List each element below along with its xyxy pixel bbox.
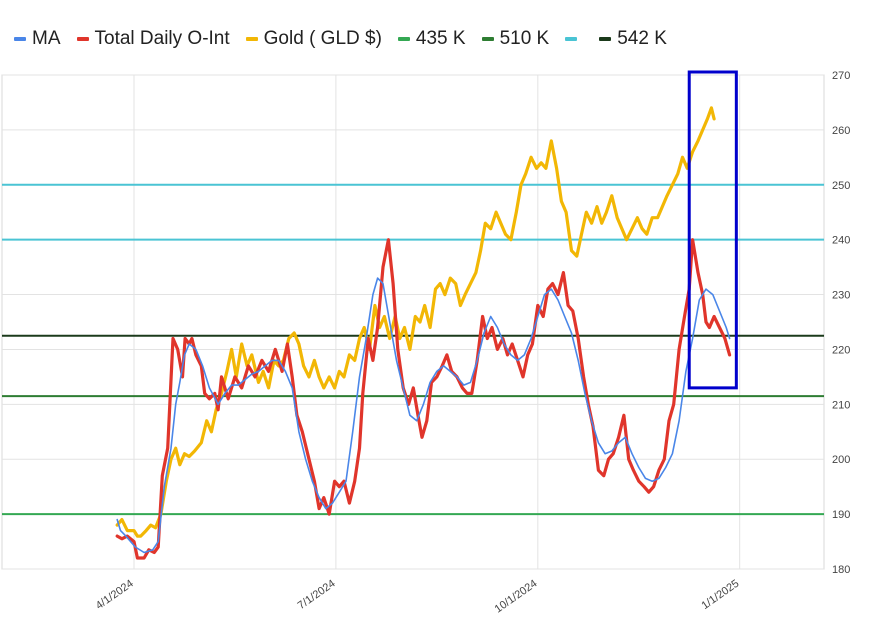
y-tick-label: 260 [832, 125, 850, 137]
y-tick-label: 180 [832, 564, 850, 576]
legend-item-435k[interactable]: 435 K [397, 28, 466, 50]
annotation-box [687, 70, 738, 390]
x-tick-label: 10/1/2024 [493, 578, 540, 616]
series-line-gold-gld [115, 106, 716, 538]
legend-swatch-icon [481, 37, 494, 41]
legend-label: 435 K [415, 28, 466, 49]
legend-label: 510 K [499, 28, 550, 49]
y-tick-label: 230 [832, 290, 850, 302]
legend-swatch-icon [599, 37, 612, 41]
y-tick-label: 270 [832, 70, 850, 82]
legend-item-cyan[interactable] [565, 37, 583, 41]
legend-item-ma[interactable]: MA [14, 28, 61, 50]
y-tick-label: 200 [832, 454, 850, 466]
legend-swatch-icon [245, 37, 258, 41]
legend-swatch-icon [397, 37, 410, 41]
legend-item-total-daily-o-int[interactable]: Total Daily O-Int [76, 28, 230, 50]
legend-item-gold[interactable]: Gold ( GLD $) [245, 28, 382, 50]
legend-item-510k[interactable]: 510 K [481, 28, 550, 50]
legend-swatch-icon [14, 37, 26, 41]
legend-label: MA [32, 28, 61, 49]
x-tick-label: 1/1/2025 [699, 578, 741, 612]
chart-legend: MA Total Daily O-Int Gold ( GLD $) 435 K… [14, 24, 683, 54]
legend-label: 542 K [617, 28, 667, 49]
legend-item-542k[interactable]: 542 K [599, 28, 667, 50]
legend-label: Gold ( GLD $) [263, 28, 382, 49]
y-tick-label: 210 [832, 399, 850, 411]
legend-swatch-icon [565, 37, 578, 41]
series-line-total-daily-o-int [115, 238, 732, 560]
series-line-ma [116, 277, 731, 554]
x-tick-label: 7/1/2024 [296, 578, 338, 612]
legend-label: Total Daily O-Int [94, 28, 230, 49]
y-tick-label: 190 [832, 509, 850, 521]
y-tick-label: 220 [832, 344, 850, 356]
y-tick-label: 250 [832, 180, 850, 192]
x-tick-label: 4/1/2024 [94, 578, 136, 612]
legend-swatch-icon [76, 37, 89, 41]
y-tick-label: 240 [832, 235, 850, 247]
